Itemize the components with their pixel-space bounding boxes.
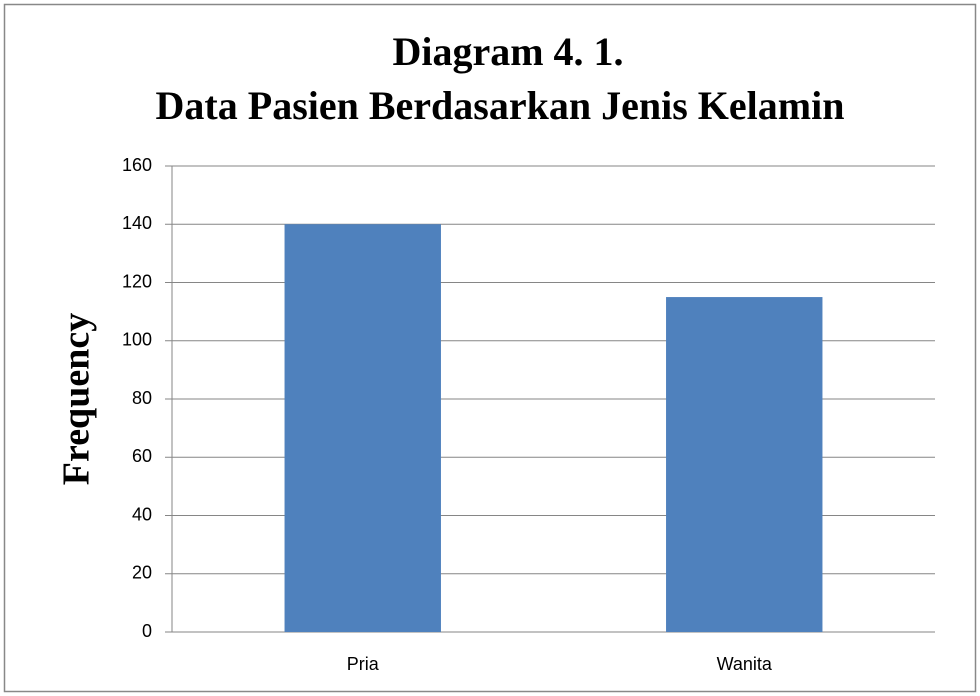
y-tick-label: 20 <box>132 563 152 583</box>
bar <box>284 224 441 632</box>
bar <box>666 297 823 632</box>
y-tick-label: 0 <box>142 621 152 641</box>
chart-title: Data Pasien Berdasarkan Jenis Kelamin <box>156 83 845 128</box>
x-tick-label: Pria <box>347 654 380 674</box>
chart-title: Diagram 4. 1. <box>392 29 623 74</box>
x-tick-label: Wanita <box>717 654 773 674</box>
y-tick-label: 120 <box>122 271 152 291</box>
y-tick-label: 60 <box>132 446 152 466</box>
y-tick-label: 100 <box>122 330 152 350</box>
y-tick-label: 140 <box>122 213 152 233</box>
y-tick-label: 40 <box>132 504 152 524</box>
y-tick-label: 80 <box>132 388 152 408</box>
y-tick-label: 160 <box>122 155 152 175</box>
y-axis-label: Frequency <box>56 313 98 485</box>
